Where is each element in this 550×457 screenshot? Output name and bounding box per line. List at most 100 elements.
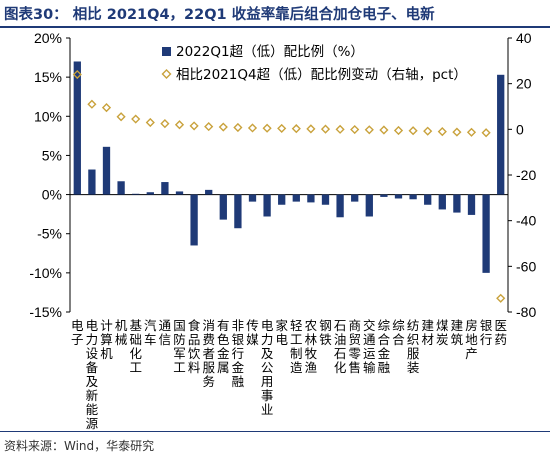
diamond-point bbox=[189, 121, 199, 131]
bar bbox=[497, 74, 505, 195]
diamond-point bbox=[496, 293, 506, 303]
diamond-point bbox=[145, 117, 155, 128]
diamond-point bbox=[335, 124, 345, 134]
category-label: 医药 bbox=[494, 318, 507, 347]
bar bbox=[234, 194, 242, 229]
diamond-point bbox=[131, 114, 141, 124]
left-tick-label: 0% bbox=[42, 187, 62, 203]
category-label: 电子 bbox=[71, 318, 84, 347]
bar bbox=[73, 61, 81, 195]
right-tick-label: 40 bbox=[516, 30, 532, 46]
diamond-point bbox=[350, 124, 360, 135]
bar bbox=[409, 194, 417, 200]
right-tick-label: -20 bbox=[516, 167, 536, 183]
chart-title: 图表30： 相比 2021Q4，22Q1 收益率靠后组合加仓电子、电新 bbox=[4, 7, 435, 23]
bar bbox=[380, 194, 388, 197]
diamond-point bbox=[452, 127, 462, 137]
left-tick-label: -15% bbox=[29, 304, 62, 320]
bar bbox=[219, 194, 227, 220]
category-label: 交通运输 bbox=[363, 318, 376, 375]
bar bbox=[321, 194, 330, 205]
category-label: 钢铁 bbox=[319, 318, 332, 347]
bar bbox=[146, 192, 154, 195]
diamond-point bbox=[262, 123, 272, 133]
diamond-point bbox=[116, 112, 126, 122]
category-label: 石油石化 bbox=[334, 318, 347, 375]
diamond-point bbox=[481, 128, 491, 138]
category-label: 食品饮料 bbox=[188, 318, 201, 375]
diamond-point bbox=[218, 122, 228, 132]
right-tick-label: -40 bbox=[516, 213, 536, 229]
legend-diamond-label: 相比2021Q4超（低）配比例变动（右轴，pct） bbox=[176, 67, 467, 83]
bar bbox=[102, 146, 111, 195]
category-label: 农林牧渔 bbox=[305, 318, 318, 375]
diamond-point bbox=[379, 125, 389, 135]
bar bbox=[205, 189, 213, 195]
category-label: 房地产 bbox=[465, 318, 478, 361]
bar bbox=[453, 194, 461, 213]
category-label: 机械 bbox=[115, 318, 128, 347]
bar bbox=[132, 193, 140, 195]
left-tick-label: 15% bbox=[34, 69, 62, 85]
diamond-point bbox=[204, 122, 214, 132]
category-label: 汽车 bbox=[144, 318, 157, 347]
category-label: 商贸零售 bbox=[348, 318, 361, 375]
left-tick-label: 5% bbox=[42, 147, 62, 163]
diamond-point bbox=[306, 124, 316, 134]
bar bbox=[263, 194, 271, 217]
bar bbox=[248, 194, 257, 202]
diamond-point bbox=[247, 123, 258, 133]
category-label: 建筑 bbox=[451, 318, 464, 347]
diamond-point bbox=[320, 124, 331, 134]
diamond-point bbox=[101, 103, 112, 113]
bar bbox=[307, 194, 315, 203]
diamond-point bbox=[393, 125, 404, 136]
legend-bar-label: 2022Q1超（低）配比例（%） bbox=[176, 44, 364, 60]
bar bbox=[438, 194, 446, 210]
diamond-point bbox=[423, 126, 433, 136]
diamond-point bbox=[291, 124, 301, 134]
category-label: 综合金融 bbox=[378, 318, 391, 375]
bar bbox=[161, 182, 169, 195]
source-note: 资料来源：Wind，华泰研究 bbox=[4, 439, 155, 453]
category-label: 煤炭 bbox=[436, 318, 449, 347]
right-tick-label: -80 bbox=[516, 304, 536, 320]
footer-rule bbox=[0, 431, 550, 432]
category-label: 电力及公用事业 bbox=[261, 318, 274, 417]
bar bbox=[467, 194, 476, 215]
right-tick-label: 20 bbox=[516, 76, 532, 92]
category-label: 纺织服装 bbox=[407, 318, 420, 375]
bar bbox=[117, 181, 125, 195]
bar bbox=[365, 194, 373, 217]
category-label: 家电 bbox=[275, 318, 288, 347]
left-tick-label: 20% bbox=[34, 30, 62, 46]
bar bbox=[336, 194, 344, 218]
bar bbox=[278, 194, 286, 205]
category-label: 有色金属 bbox=[217, 318, 230, 375]
bar bbox=[88, 169, 96, 195]
bar bbox=[175, 191, 184, 195]
category-label: 基础化工 bbox=[129, 318, 142, 375]
bar bbox=[190, 194, 198, 246]
title-bar: 图表30： 相比 2021Q4，22Q1 收益率靠后组合加仓电子、电新 bbox=[0, 0, 550, 26]
category-label: 建材 bbox=[421, 318, 434, 347]
bar bbox=[292, 194, 300, 202]
left-tick-label: -5% bbox=[37, 226, 62, 242]
diamond-point bbox=[160, 119, 170, 129]
category-label: 银行 bbox=[480, 318, 493, 347]
legend-bar-swatch bbox=[162, 47, 171, 56]
diamond-point bbox=[466, 127, 477, 137]
diamond-point bbox=[174, 120, 185, 130]
diamond-point bbox=[408, 126, 418, 136]
category-label: 非银行金融 bbox=[232, 318, 245, 389]
category-label: 计算机 bbox=[100, 318, 113, 361]
category-label: 轻工制造 bbox=[290, 318, 303, 375]
bar bbox=[394, 194, 403, 199]
left-tick-label: -10% bbox=[29, 265, 62, 281]
bar bbox=[351, 194, 359, 202]
bar bbox=[424, 194, 432, 205]
category-label: 国防军工 bbox=[173, 318, 186, 375]
bar bbox=[482, 194, 490, 273]
diamond-point bbox=[437, 127, 447, 137]
left-tick-label: 10% bbox=[34, 108, 62, 124]
